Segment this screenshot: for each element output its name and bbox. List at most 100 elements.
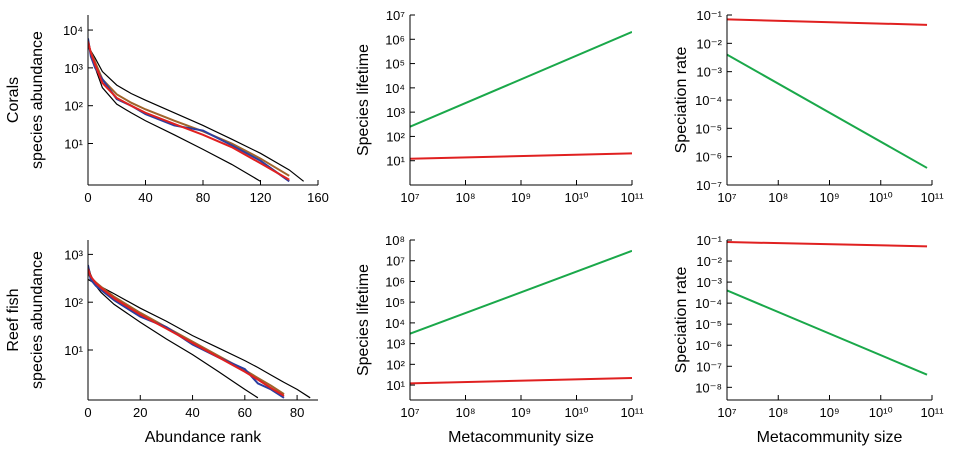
- x-tick-label: 0: [84, 190, 91, 205]
- y-tick-label: 10⁻²: [696, 36, 722, 51]
- plot-area: [727, 241, 928, 376]
- y-tick-label: 10⁻³: [696, 65, 722, 80]
- data-line: [410, 376, 632, 385]
- x-axis-label: Abundance rank: [145, 429, 263, 446]
- plot-area: [88, 38, 305, 183]
- x-tick-label: 10⁸: [456, 405, 476, 420]
- data-line: [727, 18, 928, 26]
- panel: 10⁻⁷ 10⁻⁶ 10⁻⁵ 10⁻⁴ 10⁻³ 10⁻² 10⁻¹ 10⁷ 10⁸ 10⁹ 10¹…: [673, 8, 944, 205]
- data-line: [88, 41, 290, 181]
- data-line: [88, 264, 285, 399]
- y-tick-label: 10⁵: [385, 295, 405, 310]
- x-tick-label: 10⁹: [511, 405, 531, 420]
- panel: 10⁻⁸ 10⁻⁷ 10⁻⁶ 10⁻⁵ 10⁻⁴ 10⁻³ 10⁻² 10⁻¹ 10⁷ 10⁸ 10…: [673, 233, 944, 446]
- x-tick-label: 80: [290, 405, 304, 420]
- y-axis-label: Species lifetime: [355, 44, 372, 156]
- y-axis-label: Reef fish: [5, 288, 22, 351]
- y-axis-label: Speciation rate: [673, 47, 690, 154]
- x-tick-label: 10¹¹: [920, 190, 944, 205]
- data-line: [88, 46, 305, 182]
- y-tick-label: 10⁻⁴: [695, 93, 722, 108]
- y-tick-label: 10²: [386, 129, 405, 144]
- y-tick-label: 10¹: [386, 154, 405, 169]
- y-tick-label: 10⁻²: [696, 254, 722, 269]
- y-tick-label: 10⁻¹: [696, 8, 722, 23]
- y-axis-label: species abundance: [29, 251, 46, 389]
- x-tick-label: 10¹⁰: [564, 405, 588, 420]
- y-tick-label: 10³: [386, 337, 405, 352]
- y-tick-label: 10⁷: [386, 8, 405, 23]
- data-line: [88, 42, 290, 177]
- y-axis-label: species abundance: [29, 31, 46, 169]
- y-tick-label: 10²: [64, 295, 83, 310]
- x-tick-label: 40: [138, 190, 152, 205]
- y-tick-label: 10⁶: [385, 32, 405, 47]
- y-tick-label: 10³: [386, 105, 405, 120]
- x-tick-label: 10⁸: [456, 190, 476, 205]
- y-tick-label: 10⁻⁶: [695, 338, 722, 353]
- y-tick-label: 10³: [64, 247, 83, 262]
- data-line: [727, 241, 928, 248]
- x-tick-label: 10⁷: [400, 405, 419, 420]
- x-tick-label: 10¹⁰: [564, 190, 588, 205]
- panel: 10¹ 10² 10³ 0 20 40 60 80 Reef fish species abund…: [5, 240, 318, 446]
- y-tick-label: 10⁴: [385, 316, 405, 331]
- x-tick-label: 10⁹: [819, 405, 839, 420]
- y-axis-label: Speciation rate: [673, 267, 690, 374]
- data-line: [88, 268, 285, 397]
- x-tick-label: 10⁸: [768, 190, 788, 205]
- x-tick-label: 10⁷: [717, 190, 736, 205]
- panel: 10¹ 10² 10³ 10⁴ 0 40 80 120 160 Corals species abu…: [5, 15, 329, 205]
- x-axis-label: Metacommunity size: [757, 429, 903, 446]
- panel: 10¹ 10² 10³ 10⁴ 10⁵ 10⁶ 10⁷ 10⁷ 10⁸ 10⁹ 10¹⁰ 10¹¹ Sp…: [355, 8, 644, 205]
- x-tick-label: 10¹⁰: [869, 405, 893, 420]
- y-tick-label: 10⁻⁸: [695, 380, 722, 395]
- y-tick-label: 10¹: [64, 137, 83, 152]
- data-line: [410, 249, 632, 335]
- y-tick-label: 10⁻⁷: [696, 178, 722, 193]
- y-tick-label: 10⁴: [385, 81, 405, 96]
- y-tick-label: 10⁸: [385, 233, 405, 248]
- y-tick-label: 10⁻³: [696, 275, 722, 290]
- y-tick-label: 10⁻⁶: [695, 150, 722, 165]
- data-line: [410, 152, 632, 160]
- data-line: [88, 38, 290, 183]
- x-tick-label: 10¹⁰: [869, 190, 893, 205]
- x-tick-label: 60: [238, 405, 252, 420]
- plot-area: [410, 31, 632, 160]
- y-tick-label: 10⁻⁴: [695, 296, 722, 311]
- y-tick-label: 10⁵: [385, 57, 405, 72]
- x-tick-label: 10⁷: [717, 405, 736, 420]
- x-tick-label: 10⁸: [768, 405, 788, 420]
- y-tick-label: 10³: [64, 61, 83, 76]
- x-tick-label: 80: [196, 190, 210, 205]
- y-tick-label: 10⁻¹: [696, 233, 722, 248]
- data-line: [88, 272, 285, 395]
- plot-area: [88, 264, 311, 399]
- x-axis-label: Metacommunity size: [448, 429, 594, 446]
- x-tick-label: 10⁹: [511, 190, 531, 205]
- y-tick-label: 10⁻⁷: [696, 359, 722, 374]
- y-tick-label: 10⁷: [386, 254, 405, 269]
- data-line: [410, 31, 632, 128]
- x-tick-label: 10¹¹: [620, 405, 644, 420]
- y-axis-label: Corals: [5, 77, 22, 123]
- plot-area: [727, 18, 928, 169]
- x-tick-label: 120: [250, 190, 272, 205]
- panel: 10¹ 10² 10³ 10⁴ 10⁵ 10⁶ 10⁷ 10⁸ 10⁷ 10⁸ 10⁹ 10¹⁰ 10¹…: [355, 233, 644, 446]
- y-tick-label: 10²: [64, 99, 83, 114]
- x-tick-label: 20: [133, 405, 147, 420]
- y-tick-label: 10⁶: [385, 274, 405, 289]
- x-tick-label: 0: [84, 405, 91, 420]
- x-tick-label: 160: [307, 190, 329, 205]
- y-axis-label: Species lifetime: [355, 264, 372, 376]
- data-line: [88, 278, 311, 399]
- y-tick-label: 10⁻⁵: [695, 317, 722, 332]
- y-tick-label: 10²: [386, 357, 405, 372]
- x-tick-label: 40: [185, 405, 199, 420]
- y-tick-label: 10⁻⁵: [695, 121, 722, 136]
- y-tick-label: 10¹: [386, 378, 405, 393]
- x-tick-label: 10¹¹: [620, 190, 644, 205]
- data-line: [88, 38, 261, 182]
